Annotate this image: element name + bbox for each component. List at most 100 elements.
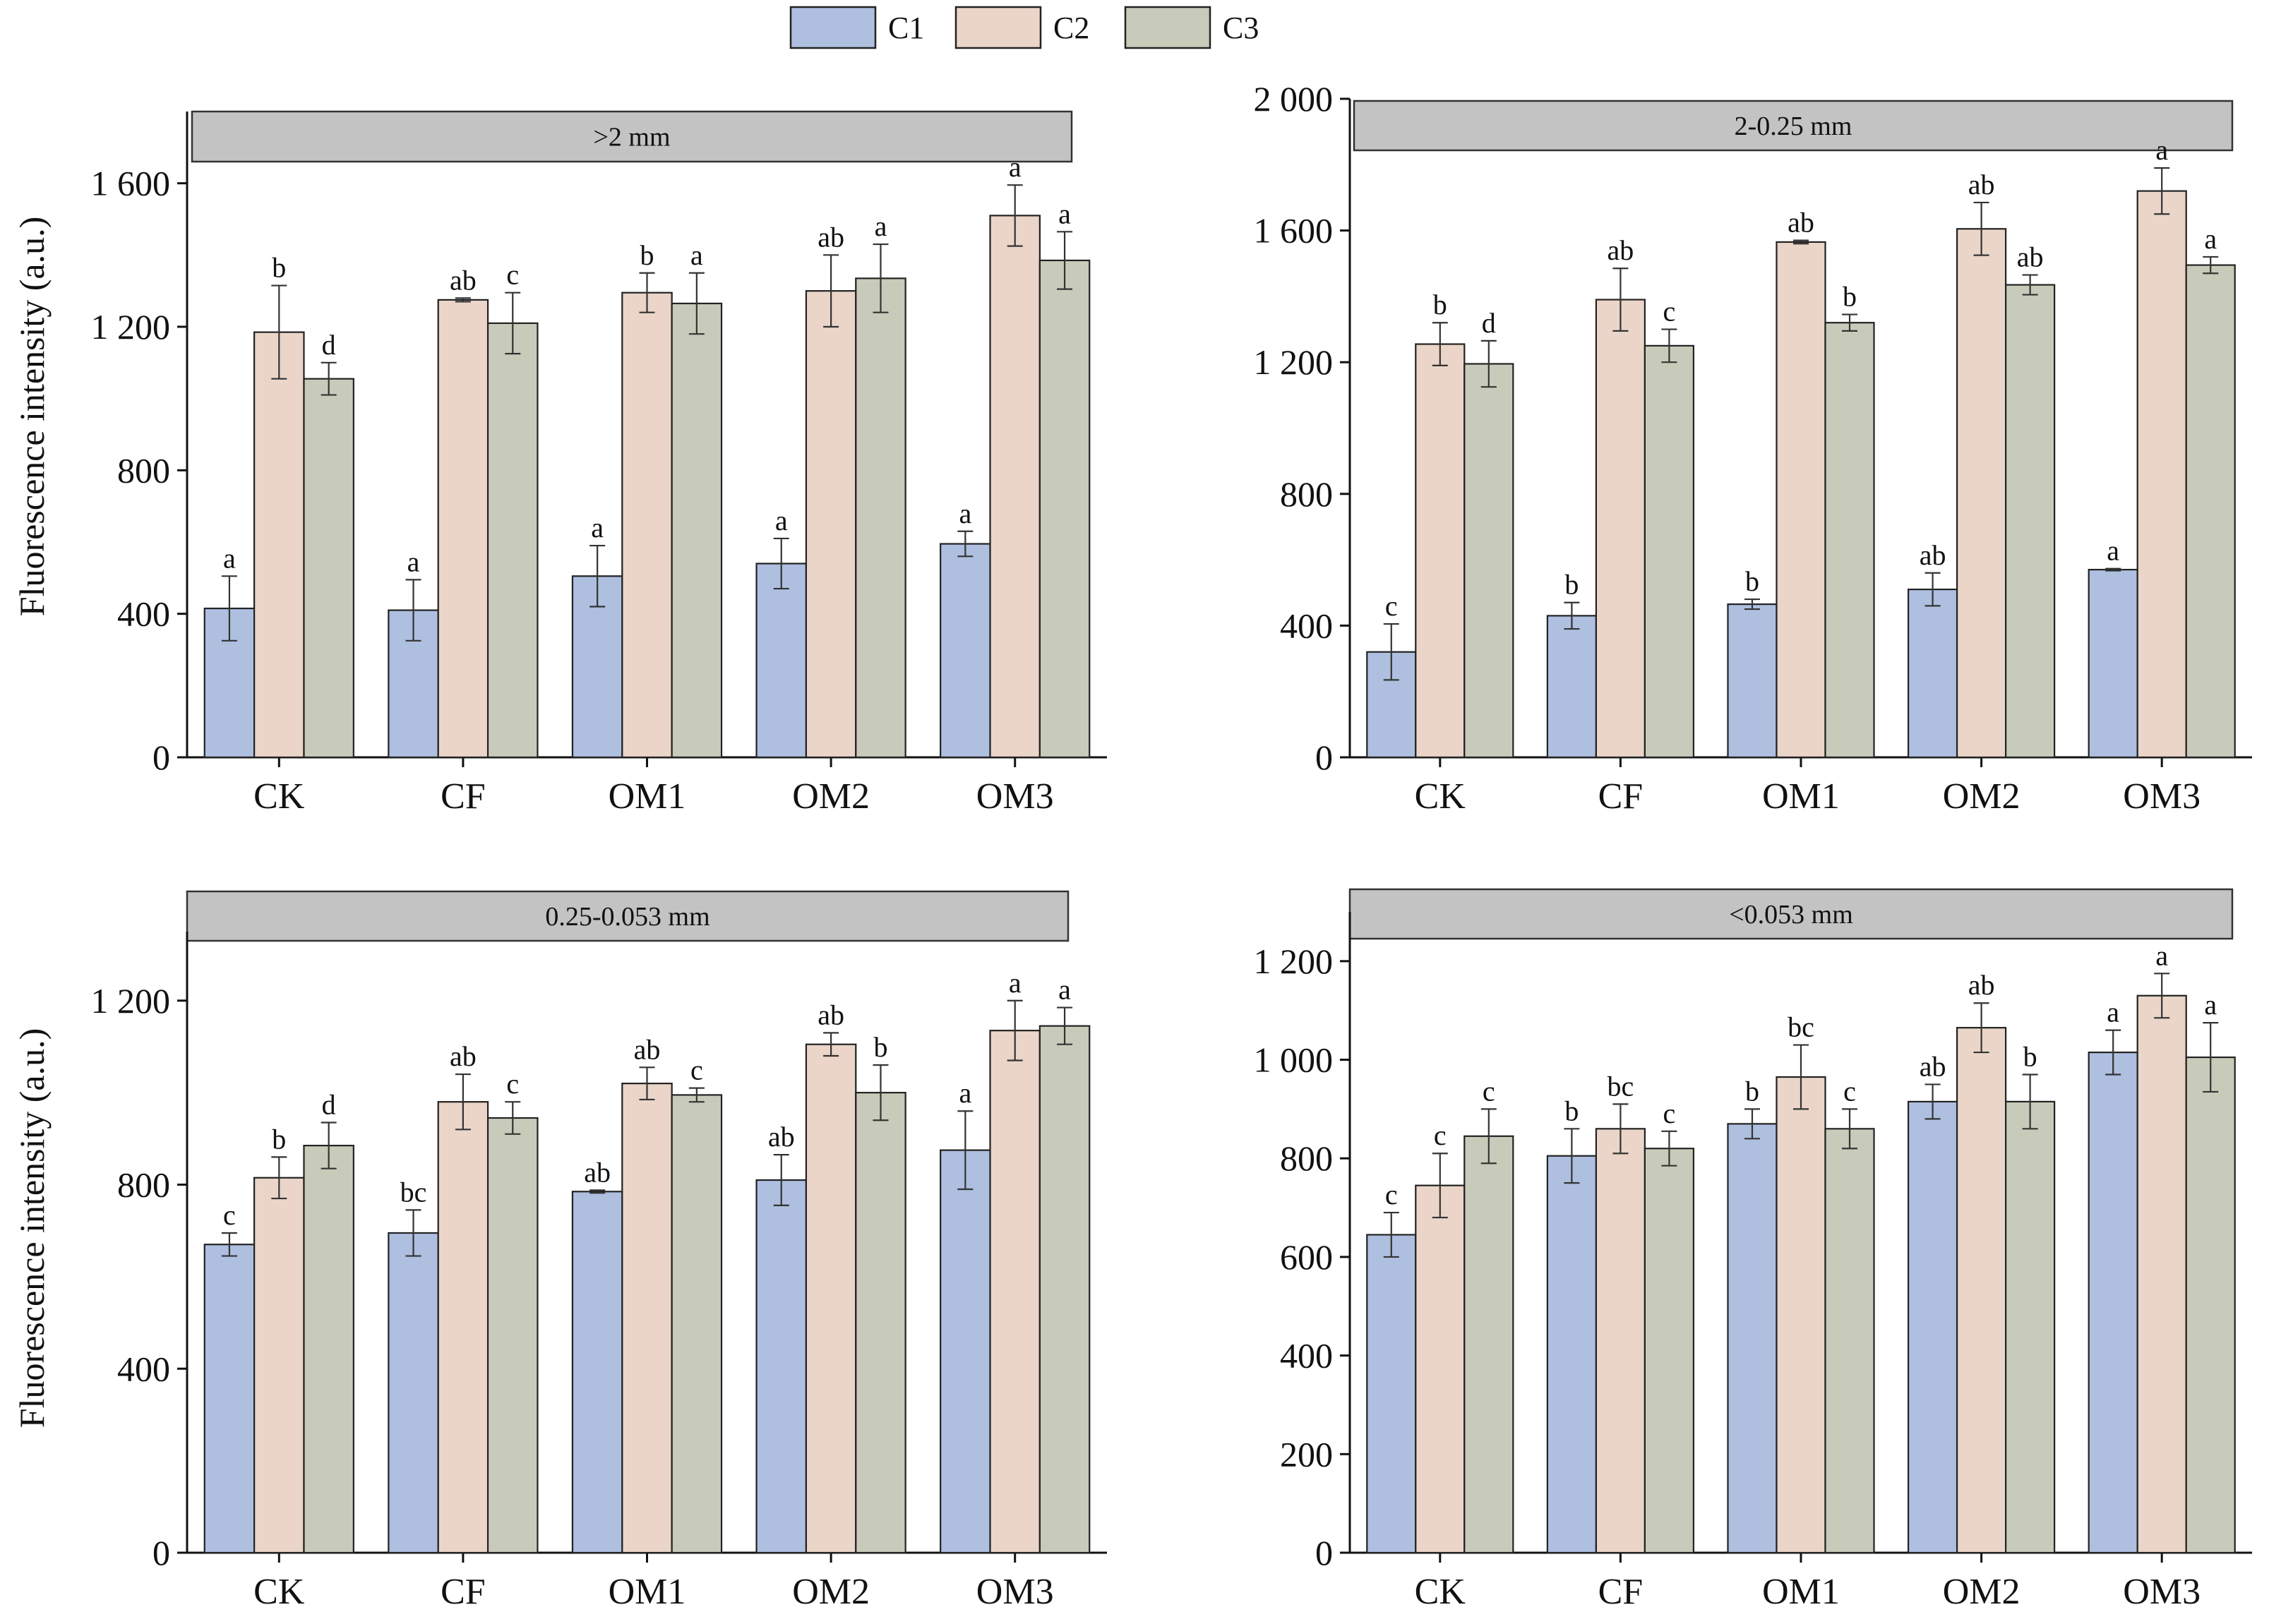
error-bar-1-om1-c2	[639, 272, 655, 313]
error-bar-3-om1-c2	[639, 1066, 655, 1101]
bar-1-om1-c2	[621, 291, 673, 759]
panel-2-title: 2-0.25 mm	[1735, 112, 1852, 141]
significance-letter: ab	[818, 999, 844, 1030]
significance-letter: c	[1663, 1097, 1676, 1129]
significance-letter: a	[1058, 198, 1071, 229]
significance-letter: ab	[1920, 539, 1946, 571]
error-bar-3-ck-c1	[221, 1232, 237, 1257]
significance-letter: a	[775, 505, 788, 536]
panel-4-title: <0.053 mm	[1729, 900, 1853, 930]
panel-3-category-label: OM1	[609, 1572, 686, 1612]
panel-4-ytick-label: 1 000	[1254, 1040, 1334, 1080]
panel-2-ytick-label: 1 600	[1254, 211, 1334, 251]
panel-3-category-label: CK	[253, 1572, 305, 1612]
error-bar-4-om2-c1	[1924, 1083, 1941, 1120]
significance-letter: b	[1745, 565, 1759, 597]
bar-1-om3-c1	[940, 543, 991, 759]
bar-3-om3-c2	[989, 1030, 1041, 1554]
panel-1-category-label: OM1	[609, 776, 686, 817]
significance-letter: c	[1434, 1119, 1447, 1151]
bar-4-cf-c2	[1595, 1128, 1646, 1554]
significance-letter: ab	[1968, 969, 1995, 1001]
error-bar-4-ck-c2	[1432, 1153, 1448, 1219]
legend-swatch-c2	[954, 6, 1042, 49]
bar-3-ck-c1	[203, 1244, 256, 1554]
significance-letter: b	[1433, 289, 1447, 320]
bar-3-cf-c1	[388, 1232, 439, 1554]
significance-letter: a	[2107, 997, 2119, 1028]
significance-letter: ab	[768, 1121, 795, 1153]
significance-letter: ab	[1608, 234, 1634, 266]
panel-3-title: 0.25-0.053 mm	[545, 902, 710, 932]
significance-letter: c	[1663, 296, 1676, 327]
significance-letter: a	[2155, 134, 2168, 166]
bar-1-om3-c3	[1038, 259, 1091, 759]
panel-2-strip	[1353, 100, 2234, 152]
panel-1-category-label: OM2	[792, 776, 870, 817]
significance-letter: c	[223, 1199, 236, 1231]
bar-1-om2-c3	[855, 277, 906, 759]
significance-letter: a	[959, 1077, 971, 1109]
bar-3-om1-c1	[571, 1191, 623, 1554]
significance-letter: c	[506, 259, 519, 291]
significance-letter: a	[223, 542, 236, 574]
bar-1-ck-c3	[303, 378, 354, 759]
error-bar-4-om2-c3	[2022, 1073, 2038, 1130]
significance-letter: b	[873, 1031, 887, 1063]
panel-4-category-label: CF	[1598, 1572, 1644, 1612]
error-bar-3-om3-c3	[1057, 1006, 1073, 1045]
panel-1-ytick-label: 0	[152, 738, 170, 777]
panel-3-ytick-label: 0	[152, 1533, 170, 1572]
bar-2-om2-c3	[2005, 284, 2056, 759]
significance-letter: ab	[450, 264, 477, 296]
bar-2-om1-c2	[1776, 241, 1826, 759]
error-bar-2-cf-c3	[1661, 328, 1677, 363]
error-bar-3-om1-c3	[688, 1087, 705, 1103]
significance-letter: a	[2107, 535, 2119, 567]
error-bar-3-cf-c2	[455, 1073, 471, 1131]
significance-letter: b	[1564, 1095, 1579, 1126]
bar-4-om2-c3	[2005, 1100, 2056, 1554]
significance-letter: bc	[400, 1176, 427, 1208]
error-bar-1-cf-c3	[505, 291, 521, 355]
panel-4-category-label: CK	[1415, 1572, 1466, 1612]
panel-1-title: >2 mm	[593, 123, 670, 152]
bar-4-cf-c3	[1644, 1148, 1695, 1554]
panel-2-category-label: CK	[1415, 776, 1466, 817]
panel-2-ytick-label: 400	[1280, 606, 1333, 645]
bar-1-cf-c3	[486, 322, 539, 759]
error-bar-3-om2-c2	[823, 1032, 839, 1057]
panel-4-ytick-label: 200	[1280, 1434, 1333, 1474]
error-bar-4-om1-c1	[1744, 1108, 1760, 1140]
significance-letter: b	[272, 252, 286, 284]
panel-1: >2 mm 0 400 800 1 200 1 600 Fluorescence inten…	[12, 110, 1107, 817]
error-bar-2-om3-c2	[2154, 167, 2170, 215]
error-bar-4-om1-c3	[1842, 1108, 1858, 1150]
error-bar-4-om3-c3	[2203, 1022, 2219, 1093]
panel-4-ytick-label: 400	[1280, 1336, 1333, 1376]
error-bar-4-om1-c2	[1793, 1044, 1809, 1110]
bar-2-cf-c1	[1546, 615, 1597, 759]
significance-letter: a	[875, 210, 887, 242]
bar-3-cf-c2	[437, 1101, 489, 1554]
bar-1-om1-c3	[671, 302, 723, 759]
bar-1-ck-c2	[253, 331, 305, 759]
panel-1-ytick-label: 800	[117, 450, 170, 490]
significance-letter: b	[1745, 1075, 1759, 1107]
significance-letter: ab	[1968, 169, 1995, 200]
panel-3-strip	[186, 890, 1070, 942]
error-bar-1-cf-c1	[405, 579, 421, 642]
panel-2-category-label: OM1	[1762, 776, 1840, 817]
panel-4-ytick-label: 800	[1280, 1138, 1333, 1178]
error-bar-3-cf-c3	[505, 1101, 521, 1135]
significance-letter: b	[1564, 569, 1579, 601]
error-bar-4-om3-c1	[2105, 1029, 2121, 1076]
error-bar-1-ck-c2	[271, 284, 287, 380]
bar-3-cf-c3	[486, 1117, 539, 1554]
panel-3-ytick-label: 400	[117, 1349, 170, 1388]
legend-swatch-c1	[789, 6, 877, 49]
panel-3: 0.25-0.053 mm 0 400 800 1 200 Fluorescence in…	[12, 890, 1107, 1612]
bar-3-ck-c3	[303, 1145, 354, 1554]
bar-3-om2-c2	[805, 1043, 857, 1554]
error-bar-4-ck-c1	[1383, 1211, 1399, 1258]
